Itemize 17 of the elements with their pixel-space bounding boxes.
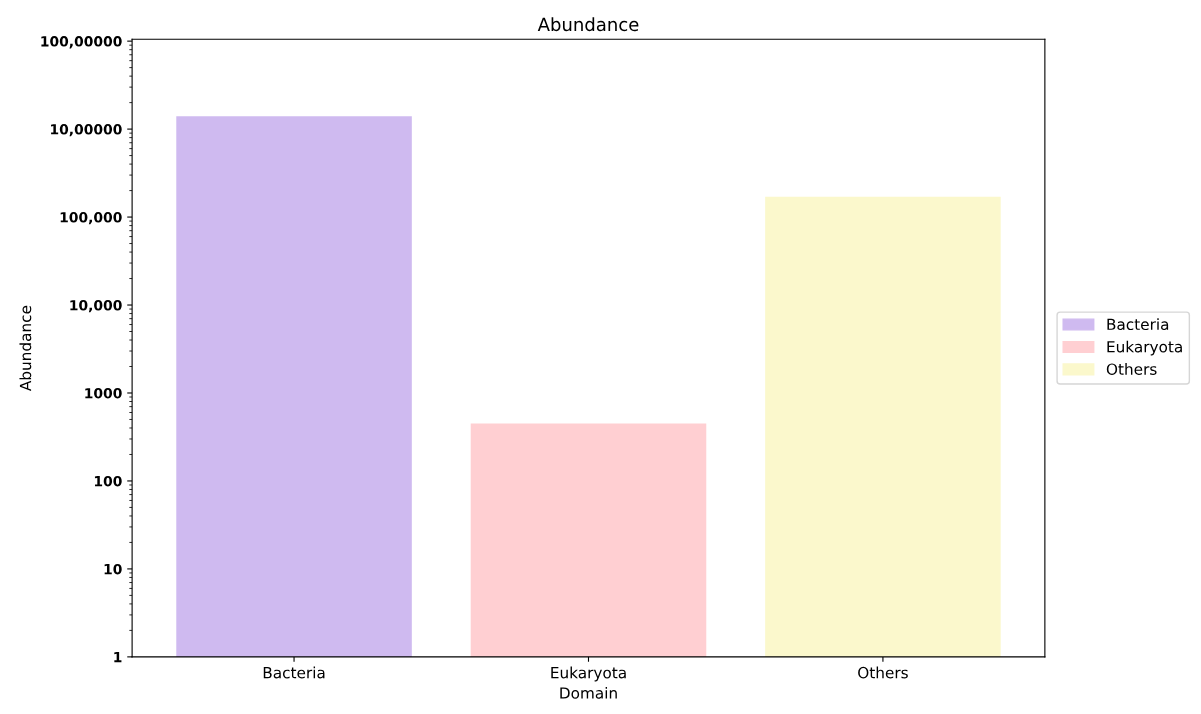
- y-tick-label: 10: [104, 563, 122, 575]
- x-tick-label: Bacteria: [263, 666, 325, 679]
- y-axis-title: Abundance: [19, 305, 32, 391]
- legend-label: Eukaryota: [1107, 340, 1182, 356]
- y-tick-label: 100,000: [60, 212, 122, 225]
- x-axis-title: Domain: [560, 686, 617, 699]
- legend-label: Bacteria: [1107, 318, 1169, 331]
- x-tick-label: Others: [858, 666, 908, 679]
- y-tick-label: 1: [114, 652, 122, 663]
- y-tick-label: 100,00000: [41, 36, 122, 49]
- chart-title: Abundance: [537, 17, 639, 32]
- y-tick-label: 100: [94, 475, 122, 487]
- x-tick-label: Eukaryota: [551, 666, 626, 682]
- y-tick-label: 10,00000: [51, 124, 122, 137]
- y-tick-label: 10,000: [70, 299, 122, 313]
- legend-label: Others: [1106, 363, 1157, 375]
- y-tick-label: 1000: [85, 387, 122, 399]
